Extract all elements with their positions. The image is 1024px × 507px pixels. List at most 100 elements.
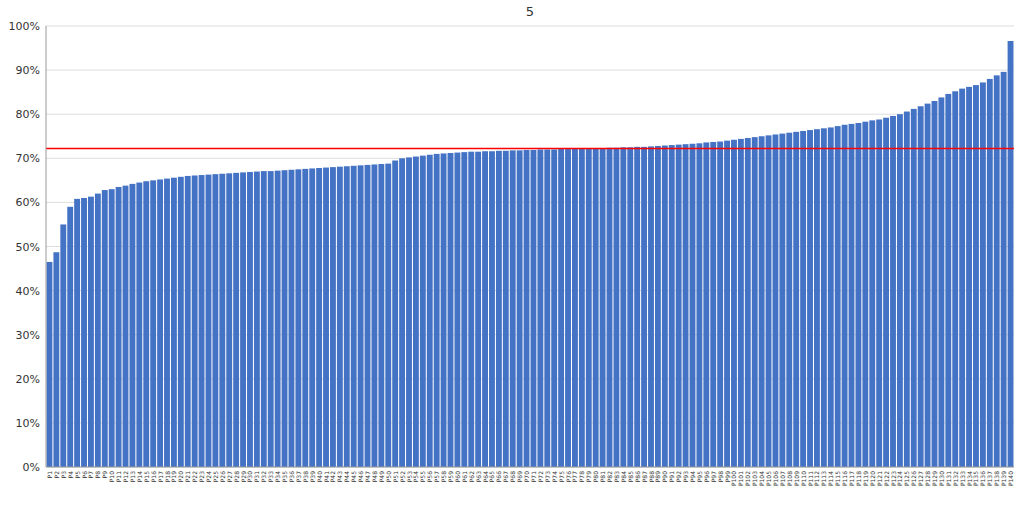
bar — [842, 125, 848, 467]
bar — [185, 176, 191, 467]
grid — [46, 26, 1014, 467]
bar — [454, 153, 460, 467]
bar — [337, 167, 343, 467]
bar — [420, 156, 426, 467]
bar — [807, 130, 813, 467]
bar — [966, 87, 972, 467]
bar — [60, 224, 66, 467]
bar — [212, 174, 218, 467]
bar — [524, 150, 530, 467]
bar — [593, 148, 599, 467]
bar — [219, 174, 225, 467]
bar — [53, 252, 59, 467]
bar — [371, 164, 377, 467]
bar — [710, 142, 716, 467]
bar — [648, 146, 654, 467]
bar — [855, 123, 861, 467]
bar — [81, 198, 87, 467]
x-axis-line — [46, 467, 1014, 468]
bar — [233, 173, 239, 467]
bar — [150, 180, 156, 467]
bar — [461, 152, 467, 467]
bar — [641, 147, 647, 467]
bar — [731, 140, 737, 467]
bar — [634, 147, 640, 467]
bar — [849, 124, 855, 467]
bar — [627, 147, 633, 467]
title: 5 — [526, 4, 534, 19]
bar — [959, 89, 965, 467]
bar — [745, 138, 751, 467]
bar — [793, 132, 799, 467]
bar — [911, 109, 917, 467]
bar — [448, 153, 454, 467]
y-tick-label: 30% — [16, 329, 40, 342]
y-tick-label: 80% — [16, 108, 40, 121]
bar — [503, 151, 509, 467]
bar — [378, 164, 384, 467]
bar — [600, 148, 606, 467]
bar — [800, 131, 806, 467]
bar — [517, 150, 523, 467]
bar — [482, 151, 488, 467]
bar — [351, 166, 357, 467]
y-axis: 0%10%20%30%40%50%60%70%80%90%100% — [9, 20, 40, 474]
bar — [572, 149, 578, 467]
bar — [759, 136, 765, 467]
bar — [358, 165, 364, 467]
bar — [289, 170, 295, 467]
bar — [74, 199, 80, 467]
bar — [47, 262, 53, 467]
bar — [925, 104, 931, 467]
grid-line — [46, 70, 1014, 71]
bar — [938, 97, 944, 467]
bar — [254, 172, 260, 467]
bar — [980, 82, 986, 467]
bar — [406, 157, 412, 467]
bar — [565, 149, 571, 467]
grid-line — [46, 158, 1014, 159]
bar — [724, 141, 730, 467]
bar — [994, 75, 1000, 467]
bar — [268, 171, 274, 467]
bar — [206, 175, 212, 467]
bar — [932, 101, 938, 467]
bar — [1008, 41, 1014, 467]
bar — [434, 154, 440, 467]
y-tick-label: 50% — [16, 241, 40, 254]
bar — [199, 175, 205, 467]
bar — [696, 143, 702, 467]
bar — [883, 118, 889, 467]
bars — [47, 41, 1014, 467]
bar — [558, 149, 564, 467]
bar — [399, 158, 405, 467]
bar — [973, 85, 979, 467]
y-tick-label: 10% — [16, 417, 40, 430]
bar — [157, 179, 163, 467]
bar — [613, 148, 619, 467]
bar — [178, 177, 184, 467]
bar — [226, 173, 232, 467]
y-tick-label: 100% — [9, 20, 40, 33]
bar — [282, 170, 288, 467]
bar — [67, 207, 73, 467]
bar — [1001, 72, 1007, 467]
bar — [987, 79, 993, 467]
bar — [143, 181, 149, 467]
y-tick-label: 20% — [16, 373, 40, 386]
bar — [309, 168, 315, 467]
x-tick-label: P140 — [1007, 471, 1014, 486]
bar — [123, 186, 129, 467]
bar — [365, 165, 371, 467]
grid-line — [46, 378, 1014, 379]
bar — [897, 114, 903, 467]
bar — [302, 169, 308, 467]
reference-line — [46, 148, 1014, 150]
bar — [323, 168, 329, 467]
grid-line — [46, 467, 1014, 468]
chart: 0%10%20%30%40%50%60%70%80%90%100%P1P2P3P… — [0, 0, 1024, 507]
bar — [655, 146, 661, 467]
bar — [890, 116, 896, 467]
bar — [240, 172, 246, 467]
bar — [773, 134, 779, 467]
